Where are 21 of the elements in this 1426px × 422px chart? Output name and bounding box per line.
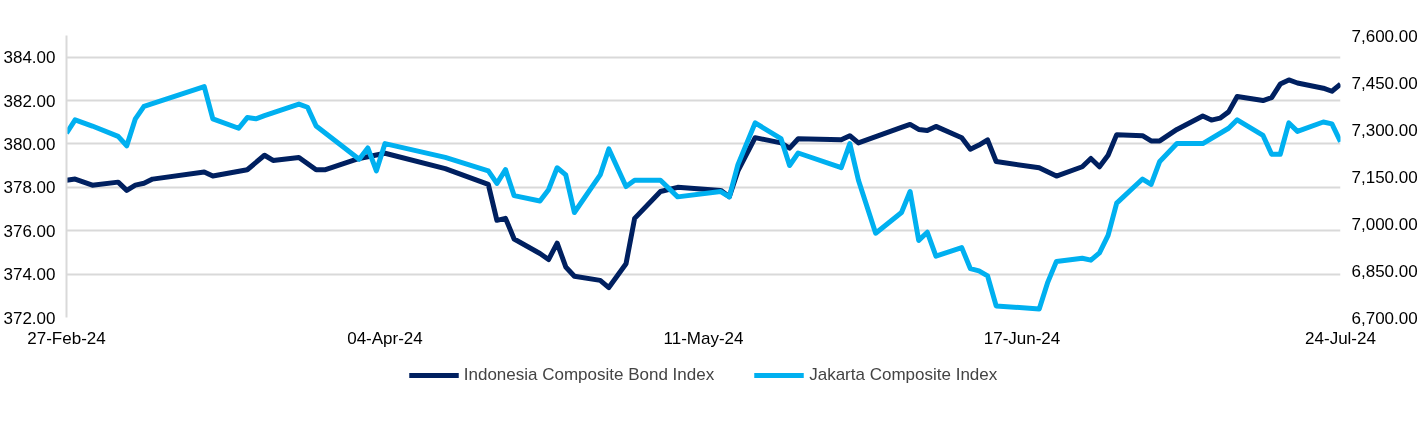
x-tick-label: 27-Feb-24 [27,328,106,348]
y2-tick-label: 7,000.00 [1351,214,1418,234]
x-tick-label: 17-Jun-24 [983,328,1061,348]
y2-tick-label: 7,450.00 [1351,73,1418,93]
y-tick-label: 378.00 [3,178,56,198]
x-tick-label: 04-Apr-24 [347,328,423,348]
y2-tick-label: 7,300.00 [1351,120,1418,140]
y2-tick-label: 7,600.00 [1351,26,1418,46]
legend-label: Jakarta Composite Index [809,365,998,385]
y2-tick-label: 6,700.00 [1351,308,1418,328]
y-tick-label: 380.00 [3,134,56,154]
y-tick-label: 384.00 [3,48,56,68]
y2-tick-label: 7,150.00 [1351,167,1418,187]
x-tick-label: 11-May-24 [663,328,744,348]
y-tick-label: 374.00 [3,265,56,285]
y-tick-label: 382.00 [3,91,56,111]
y2-tick-label: 6,850.00 [1351,261,1418,281]
y-tick-label: 372.00 [3,308,56,328]
y-tick-label: 376.00 [3,221,56,241]
legend-label: Indonesia Composite Bond Index [463,365,715,385]
x-tick-label: 24-Jul-24 [1305,328,1376,348]
